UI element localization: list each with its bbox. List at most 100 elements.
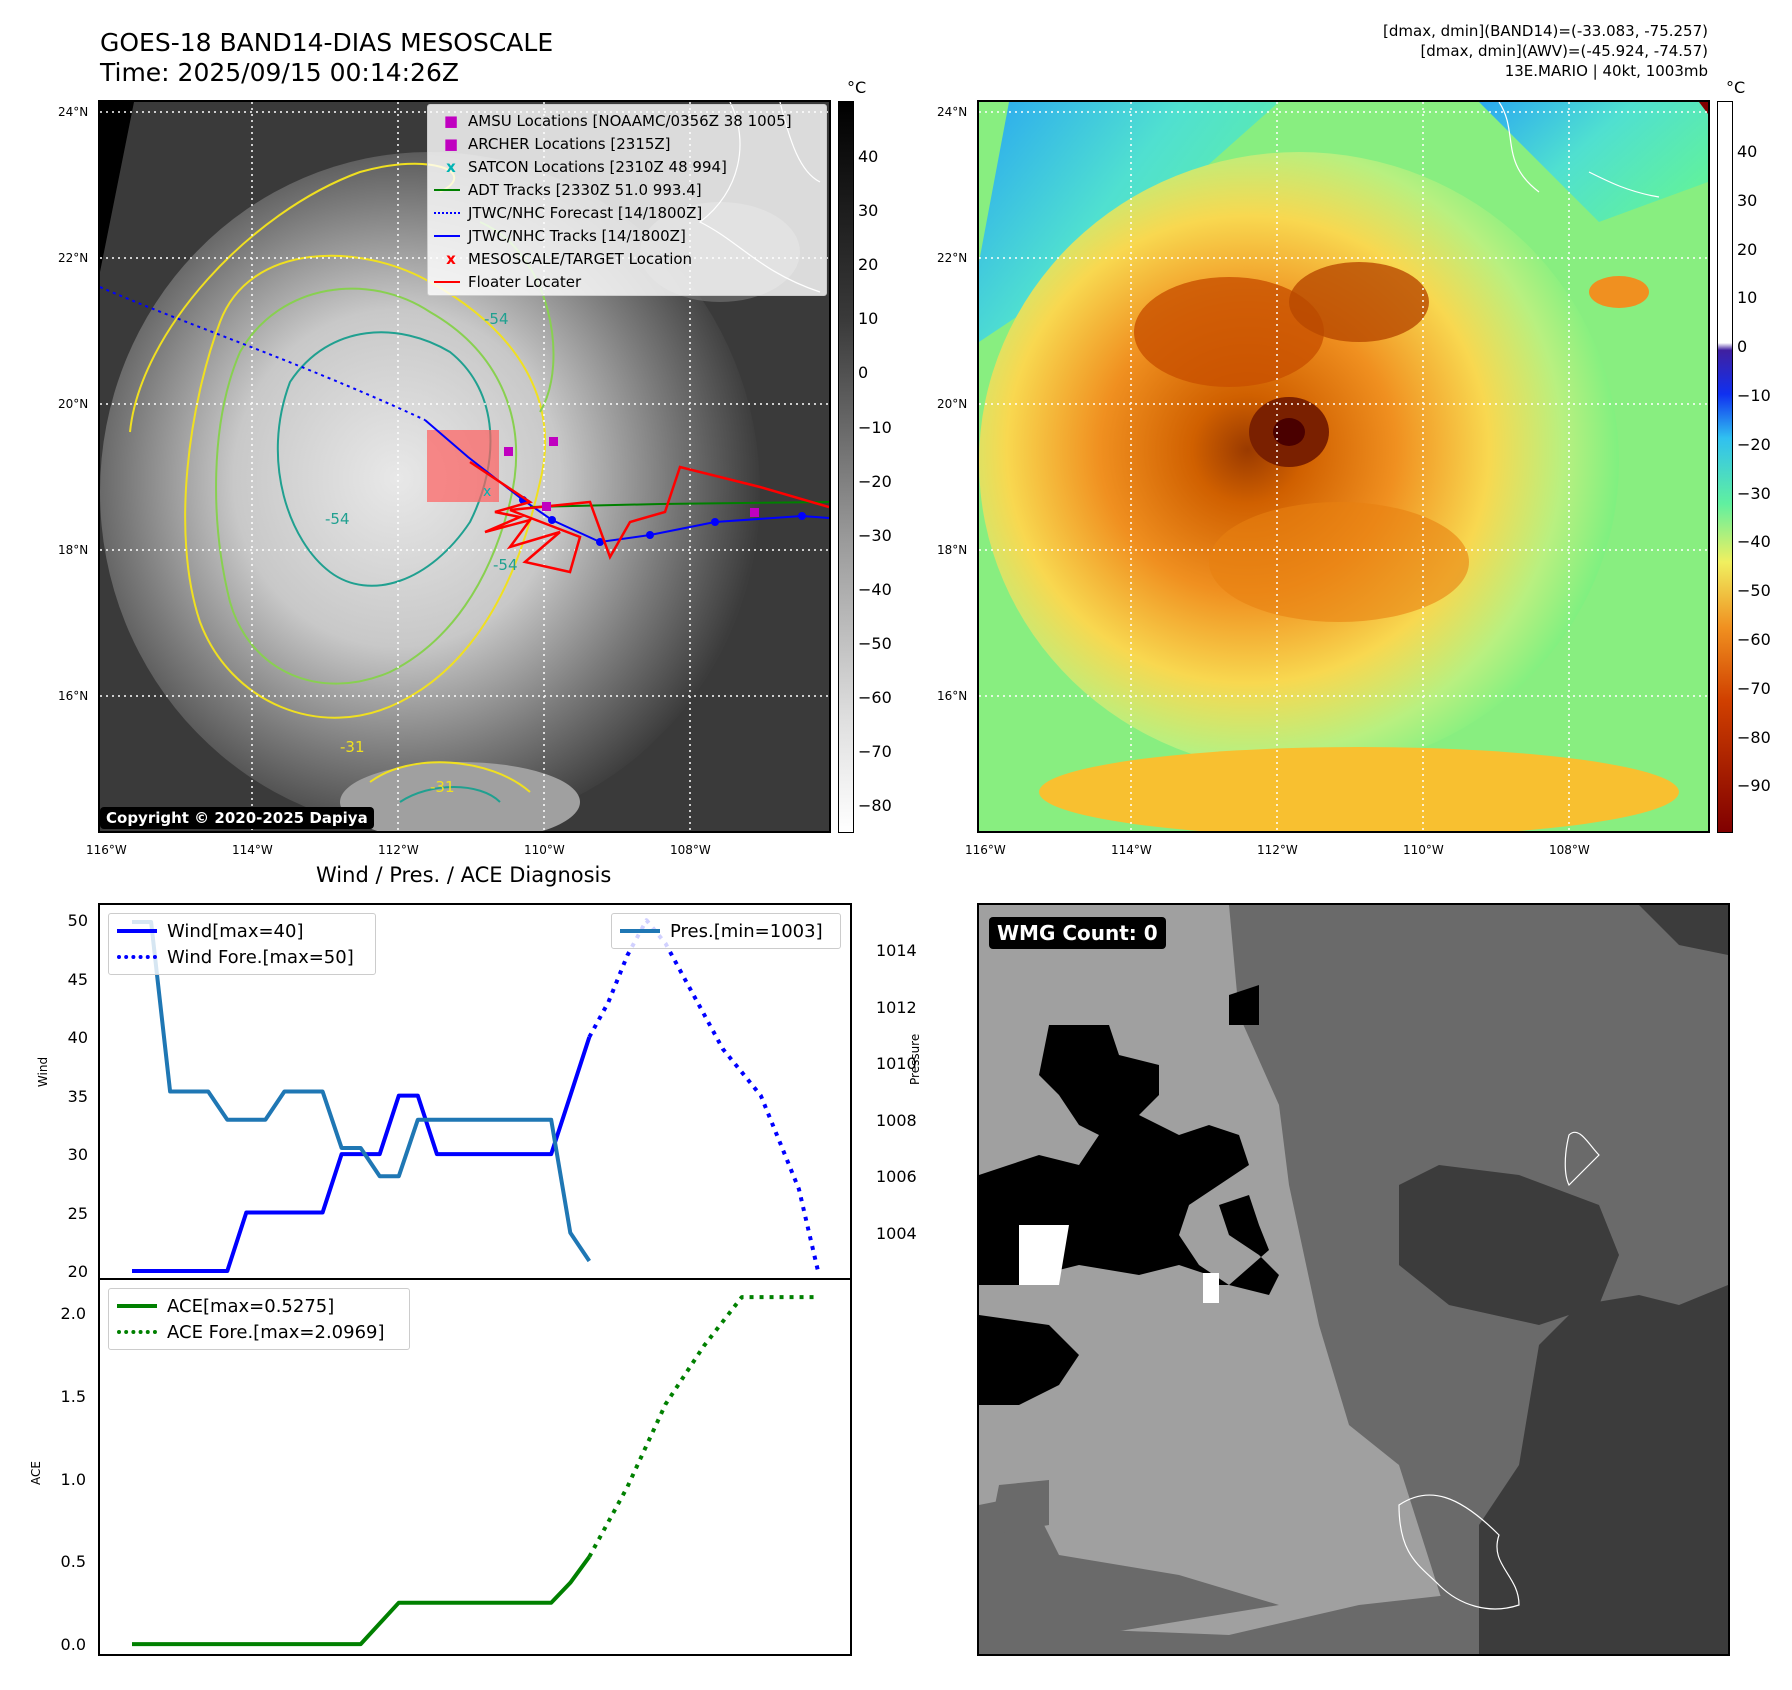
wind-tick: 50 [67,911,88,931]
legend-item-mesoscale-target: x MESOSCALE/TARGET Location [446,249,693,268]
storm-info: 13E.MARIO | 40kt, 1003mb [1504,62,1708,80]
ir-colorbar-tick: −30 [858,525,892,545]
legend-item-amsu: ■ AMSU Locations [NOAAMC/0356Z 38 1005] [443,111,792,130]
ace-tick: 2.0 [60,1304,86,1324]
lon-tick: 112°W [378,843,419,857]
awv-colorbar-tick: 40 [1737,142,1758,161]
awv-colorbar [1717,101,1733,833]
lat-tick: 20°N [937,397,968,411]
awv-colorbar-tick: 10 [1737,288,1758,308]
floater-locater [469,460,829,574]
ace-tick: 0.0 [60,1635,86,1655]
jtwc-forecast-track [100,286,426,421]
ir-colorbar-tick: −60 [858,688,892,707]
wmg-count-badge: WMG Count: 0 [989,917,1166,949]
awv-map-image [979,102,1708,831]
ir-colorbar-tick: −10 [858,417,892,437]
lon-tick: 114°W [232,843,273,857]
lat-tick: 16°N [937,689,968,703]
ace-ylabel: ACE [28,1461,43,1485]
contour-label: -31 [430,778,455,796]
wind-forecast-line [587,918,820,1272]
lon-tick: 116°W [965,843,1006,857]
legend-item-pressure: Pres.[min=1003] [620,918,832,944]
pressure-tick: 1008 [876,1110,917,1130]
lon-tick: 114°W [1111,843,1152,857]
wmg-panel: WMG Count: 0 [977,903,1730,1656]
wind-tick: 45 [67,969,88,989]
ace-line [132,1555,591,1647]
lon-tick: 108°W [1549,843,1590,857]
wind-pressure-plot [132,918,820,1273]
ir-colorbar-tick: −80 [858,796,892,816]
ir-colorbar-tick: 10 [858,309,879,329]
contour-label: -54 [493,556,518,574]
ir-colorbar-tick: −20 [858,471,892,491]
ir-colorbar-tick: 0 [858,363,869,383]
svg-text:x: x [483,484,491,500]
lat-tick: 24°N [58,105,89,119]
awv-colorbar-unit: °C [1726,78,1746,97]
legend-item-wind: Wind[max=40] [117,918,367,944]
legend-item-jtwc-tracks: JTWC/NHC Tracks [14/1800Z] [434,224,820,247]
awv-colorbar-tick: 30 [1737,190,1758,210]
pressure-tick: 1010 [876,1054,917,1074]
awv-colorbar-tick: −20 [1737,434,1771,454]
awv-colorbar-tick: −60 [1737,630,1771,649]
lat-tick: 20°N [58,397,89,411]
pressure-tick: 1014 [876,941,917,961]
pressure-line [132,920,591,1263]
lat-tick: 24°N [937,105,968,119]
ir-colorbar [838,101,854,833]
wind-tick: 30 [67,1145,88,1165]
ir-colorbar-tick: −50 [858,633,892,653]
legend-item-adt: ADT Tracks [2330Z 51.0 993.4] [434,178,820,201]
ir-legend: ■ AMSU Locations [NOAAMC/0356Z 38 1005] ■… [427,104,827,296]
awv-colorbar-tick: −80 [1737,727,1771,747]
ir-colorbar-tick: −70 [858,742,892,762]
pressure-tick: 1004 [876,1223,917,1243]
wind-tick: 20 [67,1261,88,1281]
wind-ylabel: Wind [36,1056,51,1088]
figure-time: Time: 2025/09/15 00:14:26Z [100,58,459,87]
awv-colorbar-tick: 0 [1737,337,1748,357]
lat-tick: 16°N [58,689,89,703]
legend-item-ace: ACE[max=0.5275] [117,1293,401,1319]
ace-legend: ACE[max=0.5275] ACE Fore.[max=2.0969] [108,1288,410,1350]
lat-tick: 18°N [937,543,968,557]
pressure-tick: 1012 [876,997,917,1017]
ace-forecast-line [587,1295,818,1558]
lon-tick: 112°W [1257,843,1298,857]
awv-colorbar-tick: −40 [1737,532,1771,552]
awv-map-panel [977,100,1710,833]
ace-panel: ACE[max=0.5275] ACE Fore.[max=2.0969] [98,1278,852,1656]
legend-item-wind-fore: Wind Fore.[max=50] [117,944,367,970]
awv-dmax-dmin: [dmax, dmin](AWV)=(-45.924, -74.57) [1420,42,1708,60]
ace-tick: 0.5 [60,1552,86,1572]
ir-map-panel: -54 -54 -54 -31 -31 [98,100,831,833]
lat-tick: 18°N [58,543,89,557]
ace-tick: 1.0 [60,1469,86,1489]
legend-item-jtwc-forecast: JTWC/NHC Forecast [14/1800Z] [434,201,820,224]
pressure-legend: Pres.[min=1003] [611,913,841,949]
wind-tick: 25 [67,1203,88,1223]
ir-colorbar-tick: 40 [858,147,879,166]
contour-label: -54 [325,510,350,528]
band14-dmax-dmin: [dmax, dmin](BAND14)=(-33.083, -75.257) [1383,22,1708,40]
wmg-image [979,905,1728,1654]
wind-tick: 35 [67,1086,88,1106]
awv-colorbar-tick: −30 [1737,483,1771,503]
lat-tick: 22°N [937,251,968,265]
mesoscale-target-box [427,430,499,502]
awv-colorbar-tick: −50 [1737,581,1771,601]
awv-colorbar-tick: −70 [1737,678,1771,698]
awv-colorbar-tick: 20 [1737,239,1758,259]
figure-title: GOES-18 BAND14-DIAS MESOSCALE [100,28,554,57]
ace-tick: 1.5 [60,1386,86,1406]
awv-colorbar-tick: −90 [1737,776,1771,796]
legend-item-ace-fore: ACE Fore.[max=2.0969] [117,1319,401,1345]
lon-tick: 110°W [1403,843,1444,857]
contour-label: -54 [484,310,509,328]
ir-colorbar-unit: °C [847,78,867,97]
ir-colorbar-tick: −40 [858,579,892,599]
